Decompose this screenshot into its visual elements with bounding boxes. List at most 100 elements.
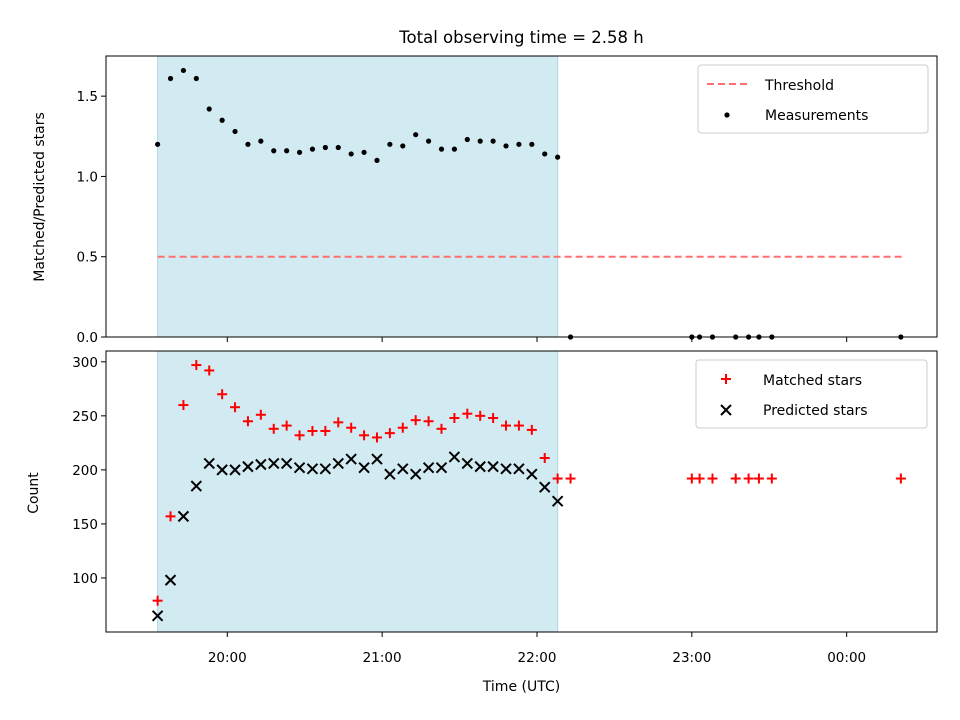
matched-star-point (255, 409, 266, 420)
matched-star-point (410, 415, 421, 426)
matched-star-point (436, 423, 447, 434)
bottom-axes-frame (105, 350, 938, 633)
matched-star-point (384, 428, 395, 439)
measurement-point (361, 149, 367, 155)
bottom-x-ticks: 20:00 21:00 22:00 23:00 00:00 (208, 632, 866, 666)
marker-stroke (448, 451, 461, 463)
measurement-point (219, 117, 225, 123)
marker-stroke (255, 458, 267, 471)
matched-star-point (294, 430, 305, 441)
predicted-star-point (461, 457, 474, 470)
marker-stroke (164, 574, 177, 586)
matched-star-point (359, 430, 370, 441)
legend-matched-label: Matched stars (763, 373, 862, 389)
matched-star-point (346, 422, 357, 433)
marker-stroke (397, 463, 409, 475)
predicted-star-point (255, 458, 267, 471)
matched-star-point (268, 423, 279, 434)
measurement-point (309, 146, 316, 152)
predicted-star-point (319, 463, 332, 475)
matched-star-point (730, 473, 741, 484)
predicted-star-point (280, 457, 293, 470)
marker-stroke (358, 462, 370, 474)
y-tick-label: 150 (72, 517, 98, 533)
y-tick-label: 0.0 (77, 330, 98, 346)
marker-stroke (409, 468, 422, 480)
measurement-point (322, 144, 328, 151)
predicted-star-point (435, 462, 448, 474)
x-axis-label: Time (UTC) (482, 679, 560, 695)
measurement-point (425, 138, 432, 144)
predicted-star-point (203, 457, 215, 470)
legend-measurements-label: Measurements (765, 108, 868, 124)
bottom-y-ticks: 100 150 200 250 300 (72, 355, 106, 587)
matched-star-point (423, 416, 434, 427)
bottom-legend: Matched stars Predicted stars (695, 359, 928, 429)
matched-star-point (707, 473, 718, 484)
legend-threshold-label: Threshold (764, 78, 834, 94)
legend-predicted-label: Predicted stars (763, 403, 868, 419)
measurement-point (206, 106, 212, 112)
measurement-point (374, 157, 380, 163)
matched-star-point (501, 420, 512, 431)
measurement-point (387, 141, 393, 147)
x-tick-label: 22:00 (518, 650, 557, 666)
marker-stroke (229, 464, 241, 476)
observing-window-band (157, 56, 558, 337)
predicted-star-point (164, 574, 177, 586)
top-x-ticks (226, 337, 848, 342)
marker-stroke (526, 468, 538, 480)
marker-stroke (720, 404, 732, 416)
measurement-point (555, 154, 561, 160)
measurement-point (258, 138, 264, 144)
measurement-point (438, 146, 445, 152)
marker-stroke (435, 462, 448, 474)
measurement-point (180, 67, 187, 74)
matched-star-point (281, 420, 292, 431)
predicted-star-point (268, 457, 280, 470)
bottom-observing-window-shade (157, 351, 559, 632)
predicted-star-point (487, 460, 499, 473)
observing-window-band (157, 351, 558, 632)
matched-star-point (895, 473, 906, 484)
predicted-star-point (242, 460, 254, 473)
matched-star-point (462, 408, 473, 419)
measurement-point (155, 141, 161, 147)
matched-star-point (152, 595, 163, 606)
predicted-star-point (448, 451, 461, 463)
predicted-star-point (229, 464, 241, 476)
matched-star-point (565, 473, 576, 484)
x-tick-label: 20:00 (208, 650, 247, 666)
top-y-ticks: 0.0 0.5 1.0 1.5 (77, 89, 106, 346)
measurement-point (516, 141, 522, 147)
marker-stroke (422, 462, 435, 474)
matched-star-point (766, 473, 777, 484)
measurement-point (542, 151, 548, 157)
matched-star-point (333, 417, 344, 428)
marker-stroke (539, 481, 551, 493)
predicted-star-point (422, 462, 435, 474)
measurement-point (477, 138, 483, 144)
measurement-point (413, 132, 419, 138)
predicted-star-point (177, 510, 190, 523)
measurement-point (503, 143, 509, 149)
y-tick-label: 100 (72, 571, 98, 587)
matched-star-point (191, 360, 202, 371)
marker-stroke (151, 610, 164, 622)
legend-frame (695, 359, 928, 429)
top-panel: 0.0 0.5 1.0 1.5 Matched/Predicted stars Thr… (32, 55, 938, 346)
y-tick-label: 200 (72, 463, 98, 479)
predicted-star-point (500, 463, 512, 475)
matched-star-point (753, 473, 764, 484)
predicted-star-point (345, 453, 357, 465)
matched-star-point (449, 413, 460, 424)
predicted-star-point (293, 462, 306, 474)
measurement-point (245, 141, 251, 147)
chart-title: Total observing time = 2.58 h (398, 28, 643, 47)
y-tick-label: 0.5 (77, 250, 98, 266)
legend-frame (697, 64, 929, 134)
measurement-point (529, 141, 535, 147)
matched-star-point (204, 365, 215, 376)
predicted-star-point (332, 457, 344, 470)
